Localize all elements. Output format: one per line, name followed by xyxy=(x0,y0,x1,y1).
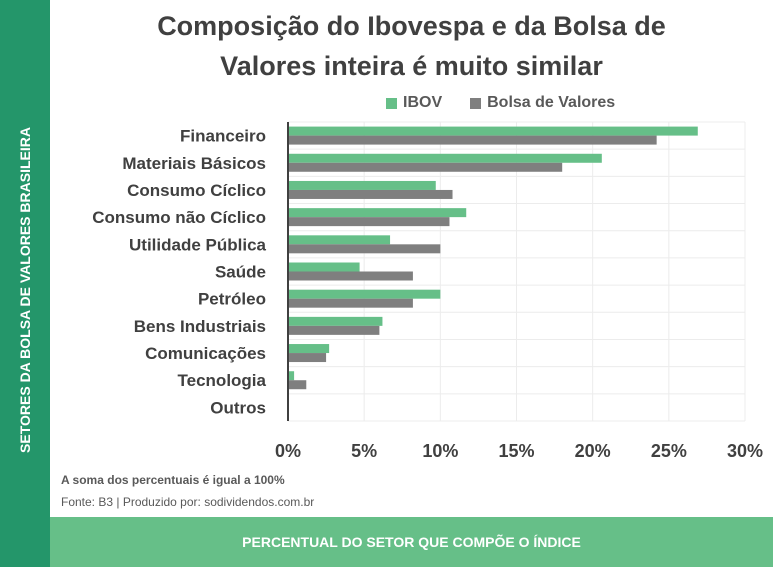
x-tick-label: 25% xyxy=(651,441,687,461)
bar-bolsa xyxy=(288,162,563,172)
bar-ibov xyxy=(288,235,391,245)
title-line-2: Valores inteira é muito similar xyxy=(220,51,603,81)
category-label: Saúde xyxy=(215,263,266,282)
x-tick-label: 15% xyxy=(498,441,534,461)
legend-swatch-bolsa xyxy=(470,97,482,109)
category-label: Tecnologia xyxy=(178,371,267,390)
bar-ibov xyxy=(288,153,602,163)
bar-bolsa xyxy=(288,189,453,199)
sum-note: A soma dos percentuais é igual a 100% xyxy=(61,473,285,487)
legend-ibov: IBOV xyxy=(386,94,442,112)
x-tick-label: 0% xyxy=(275,441,301,461)
bar-bolsa xyxy=(288,217,450,227)
bar-ibov xyxy=(288,180,436,190)
bar-bolsa xyxy=(288,380,307,390)
legend-swatch-ibov xyxy=(386,97,397,109)
bar-bolsa xyxy=(288,298,413,308)
bar-ibov xyxy=(288,344,330,354)
legend-bolsa: Bolsa de Valores xyxy=(470,94,615,112)
y-axis-band: SETORES DA BOLSA DE VALORES BRASILEIRA xyxy=(0,0,50,567)
x-axis-label: PERCENTUAL DO SETOR QUE COMPÕE O ÍNDICE xyxy=(242,534,581,550)
x-axis-band: PERCENTUAL DO SETOR QUE COMPÕE O ÍNDICE xyxy=(50,517,773,567)
x-tick-label: 10% xyxy=(422,441,458,461)
bar-ibov xyxy=(288,289,441,299)
bar-ibov xyxy=(288,208,467,218)
bar-bolsa xyxy=(288,271,413,281)
bar-ibov xyxy=(288,371,295,381)
category-label: Utilidade Pública xyxy=(129,235,267,254)
chart-title: Composição do Ibovespa e da Bolsa de Val… xyxy=(50,6,773,86)
legend-label-bolsa: Bolsa de Valores xyxy=(487,94,616,111)
category-label: Bens Industriais xyxy=(134,317,266,336)
category-label: Materiais Básicos xyxy=(122,154,266,173)
bar-bolsa xyxy=(288,325,380,335)
category-label: Outros xyxy=(210,398,266,417)
category-label: Financeiro xyxy=(180,127,266,146)
category-label: Petróleo xyxy=(198,290,266,309)
bar-bolsa xyxy=(288,353,327,363)
source-note: Fonte: B3 | Produzido por: sodividendos.… xyxy=(61,495,315,509)
bar-ibov xyxy=(288,126,698,136)
category-label: Consumo não Cíclico xyxy=(92,208,266,227)
x-tick-label: 30% xyxy=(727,441,763,461)
bar-bolsa xyxy=(288,244,441,254)
category-label: Consumo Cíclico xyxy=(127,181,266,200)
legend: IBOV Bolsa de Valores xyxy=(386,94,615,112)
title-line-1: Composição do Ibovespa e da Bolsa de xyxy=(157,11,666,41)
x-tick-label: 5% xyxy=(351,441,377,461)
bar-bolsa xyxy=(288,135,657,145)
bar-ibov xyxy=(288,316,383,326)
bar-ibov xyxy=(288,262,360,272)
legend-label-ibov: IBOV xyxy=(403,94,443,111)
x-tick-label: 20% xyxy=(575,441,611,461)
category-label: Comunicações xyxy=(145,344,266,363)
